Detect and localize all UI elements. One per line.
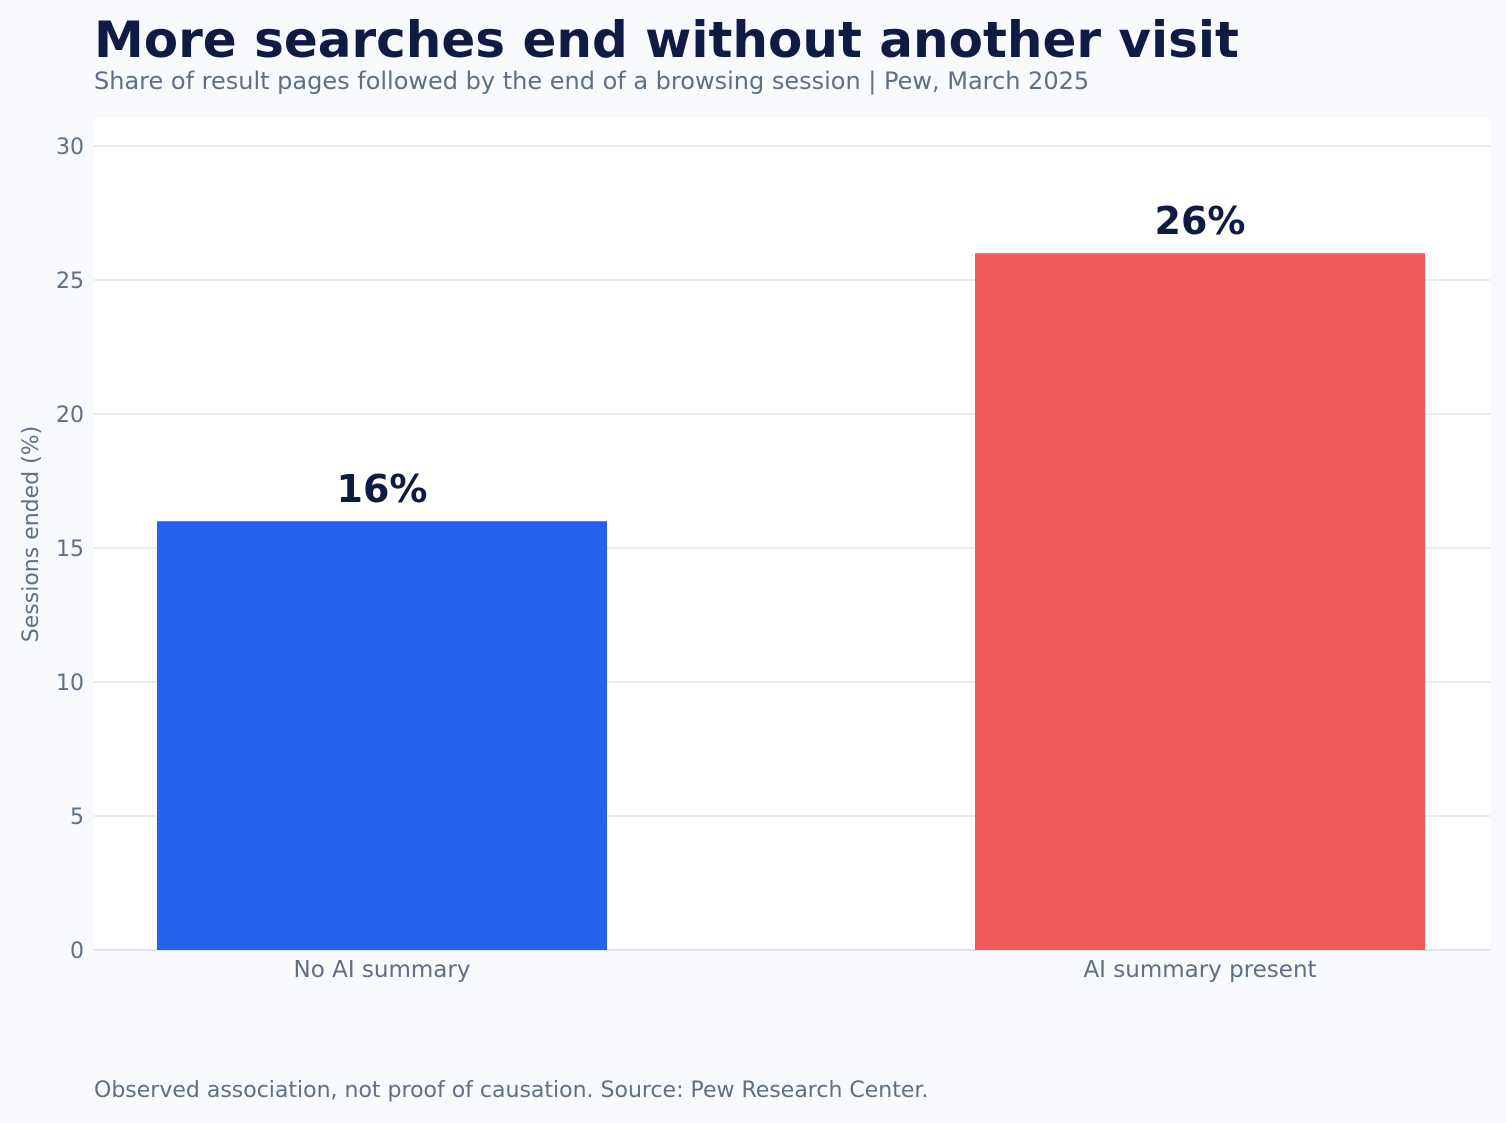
bar-value-label: 16% — [337, 467, 428, 511]
x-category-label: AI summary present — [1083, 957, 1316, 983]
bar-chart: 0 5 10 15 20 25 30 16% No AI summary 26% AI summa… — [19, 135, 1490, 983]
chart-subtitle: Share of result pages followed by the en… — [94, 67, 1090, 95]
x-category-label: No AI summary — [294, 957, 471, 983]
y-axis-ticks: 0 5 10 15 20 25 30 — [56, 135, 84, 964]
y-tick-label: 30 — [56, 135, 84, 160]
chart-title: More searches end without another visit — [94, 11, 1239, 69]
chart-footnote: Observed association, not proof of causa… — [94, 1078, 929, 1103]
bar-1 — [157, 521, 607, 950]
y-tick-label: 25 — [56, 269, 84, 294]
y-tick-label: 10 — [56, 671, 84, 696]
y-tick-label: 0 — [70, 939, 84, 964]
bar-value-label: 26% — [1155, 199, 1246, 243]
bar-2 — [975, 253, 1425, 950]
y-tick-label: 15 — [56, 537, 84, 562]
y-tick-label: 20 — [56, 403, 84, 428]
bars: 16% No AI summary 26% AI summary present — [157, 199, 1425, 983]
y-axis-title: Sessions ended (%) — [19, 426, 44, 642]
y-tick-label: 5 — [70, 805, 84, 830]
